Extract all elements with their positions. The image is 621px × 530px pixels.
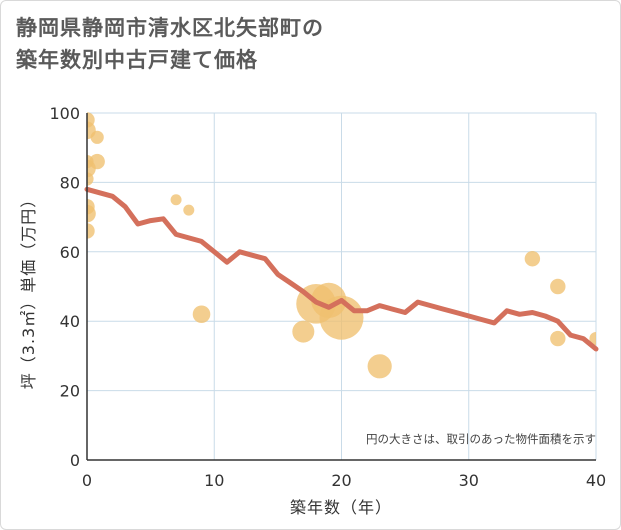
x-tick-label: 10 <box>204 471 224 490</box>
data-point <box>183 204 195 216</box>
data-point <box>367 354 392 379</box>
y-tick-label: 20 <box>60 382 80 401</box>
bubble-series <box>87 112 596 379</box>
x-tick-label: 20 <box>331 471 351 490</box>
average-price-line <box>84 186 599 352</box>
y-tick-label: 80 <box>60 173 80 192</box>
data-point <box>90 130 104 144</box>
x-axis-label: 築年数（年） <box>290 498 392 517</box>
average-line-series <box>84 186 599 352</box>
data-point <box>524 251 541 267</box>
axes <box>86 113 596 461</box>
chart-title: 静岡県静岡市清水区北矢部町の 築年数別中古戸建て価格 <box>16 12 606 76</box>
bubble-size-note: 円の大きさは、取引のあった物件面積を示す <box>366 432 596 446</box>
y-tick-label: 40 <box>60 312 80 331</box>
data-point <box>89 153 105 170</box>
y-axis-label: 坪（3.3㎡）単価（万円） <box>19 191 38 389</box>
y-tick-label: 0 <box>70 451 80 470</box>
grid-lines <box>87 112 597 460</box>
x-tick-label: 0 <box>82 471 92 490</box>
data-point <box>192 305 211 324</box>
chart-title-line-2: 築年数別中古戸建て価格 <box>16 48 258 72</box>
y-tick-label: 60 <box>60 243 80 262</box>
data-point <box>87 204 96 223</box>
data-point <box>87 223 95 239</box>
x-tick-label: 40 <box>586 471 606 490</box>
data-point <box>292 320 315 343</box>
x-tick-label: 30 <box>459 471 479 490</box>
data-point <box>170 194 182 206</box>
tick-labels: 0 10 20 30 40 0 20 40 60 80 100 <box>49 104 606 490</box>
y-tick-label: 100 <box>49 104 80 123</box>
data-point <box>550 330 566 347</box>
chart-title-line-1: 静岡県静岡市清水区北矢部町の <box>16 16 324 40</box>
data-point <box>550 278 566 295</box>
data-point <box>87 172 94 186</box>
